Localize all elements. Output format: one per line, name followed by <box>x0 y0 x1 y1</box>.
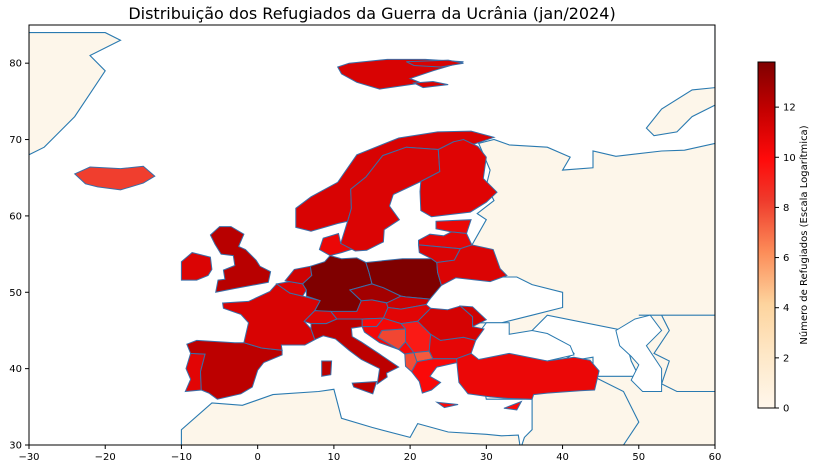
land-novaya <box>645 87 715 137</box>
colorbar-tick-label: 12 <box>783 103 796 114</box>
region-romania <box>416 305 485 341</box>
land-layer <box>29 25 715 445</box>
region-iceland <box>73 165 156 191</box>
colorbar-label: Número de Refugiados (Escala Logarítmica… <box>798 125 810 344</box>
colorbar-gradient <box>757 61 776 409</box>
region-moldova <box>458 305 488 328</box>
x-axis: −30 −20 −10 0 10 20 30 40 50 60 <box>18 445 721 463</box>
region-sardinia <box>321 360 333 377</box>
x-tick-label: 60 <box>709 452 722 463</box>
x-tick-label: 40 <box>556 452 569 463</box>
colorbar-tick-label: 2 <box>783 353 789 364</box>
caspian-sea <box>615 314 663 392</box>
region-united-kingdom <box>209 226 272 293</box>
region-belarus <box>436 244 508 287</box>
colorbar-tick-label: 0 <box>783 404 789 415</box>
y-tick-label: 80 <box>9 59 22 70</box>
x-tick-label: 20 <box>404 452 417 463</box>
region-sweden <box>340 146 441 252</box>
region-sicily <box>351 381 378 395</box>
colorbar-tick-label: 10 <box>783 153 796 164</box>
colorbar-tick-label: 8 <box>783 203 789 214</box>
x-tick-label: −30 <box>18 452 39 463</box>
x-tick-label: 10 <box>328 452 341 463</box>
land-greenland <box>29 32 122 156</box>
x-tick-label: −20 <box>95 452 116 463</box>
y-axis: 30 40 50 60 70 80 <box>9 59 29 452</box>
region-ireland <box>180 252 213 281</box>
land-caspian-east <box>638 314 715 393</box>
chart-title: Distribuição dos Refugiados da Guerra da… <box>128 4 615 23</box>
y-tick-label: 70 <box>9 135 22 146</box>
x-tick-label: −10 <box>171 452 192 463</box>
y-tick-label: 40 <box>9 364 22 375</box>
region-finland <box>419 138 498 218</box>
colorbar-ticks: 0 2 4 6 8 10 12 <box>775 103 796 415</box>
region-spain <box>186 339 283 400</box>
y-tick-label: 30 <box>9 441 22 452</box>
region-italy <box>310 318 400 385</box>
colorbar-tick-label: 4 <box>783 303 789 314</box>
region-cyprus <box>503 400 523 411</box>
x-tick-label: 50 <box>632 452 645 463</box>
y-tick-label: 50 <box>9 288 22 299</box>
colorbar: 0 2 4 6 8 10 12 Número de Refugiados (Escala L… <box>757 61 810 415</box>
y-tick-label: 60 <box>9 211 22 222</box>
region-crete <box>434 401 459 409</box>
x-tick-label: 30 <box>480 452 493 463</box>
countries-layer <box>73 58 600 411</box>
region-svalbard-south <box>412 80 449 89</box>
region-svalbard-east <box>406 59 464 68</box>
land-north-africa <box>180 388 521 445</box>
x-tick-label: 0 <box>254 452 260 463</box>
region-greece <box>411 358 458 394</box>
axes-frame <box>28 24 716 446</box>
map-layer <box>29 25 715 445</box>
colorbar-tick-label: 6 <box>783 253 789 264</box>
region-turkey <box>456 352 600 400</box>
